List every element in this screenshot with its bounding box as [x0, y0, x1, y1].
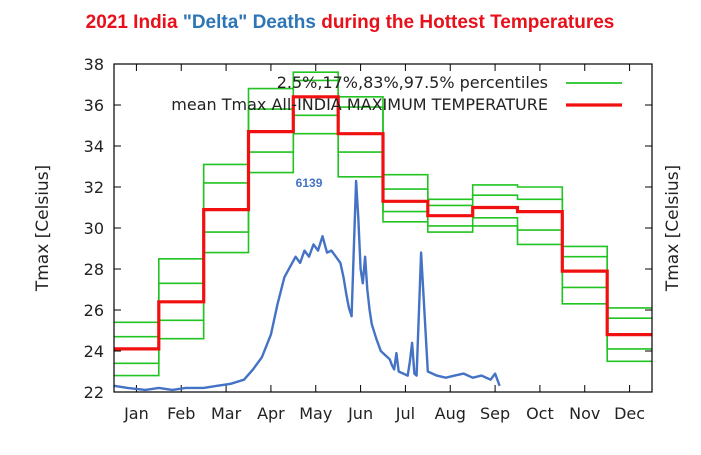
x-tick-label: Jul — [395, 404, 415, 423]
x-tick-label: Mar — [211, 404, 242, 423]
x-tick-label: Sep — [480, 404, 510, 423]
y-axis-label-left: Tmax [Celsius] — [33, 165, 53, 292]
y-tick-label: 36 — [84, 96, 104, 115]
x-tick-label: Oct — [526, 404, 554, 423]
y-tick-label: 22 — [84, 383, 104, 402]
legend-label-1: mean Tmax All-INDIA MAXIMUM TEMPERATURE — [171, 95, 548, 114]
chart-title-part-1: "Delta" Deaths — [183, 12, 316, 33]
x-tick-label: Jun — [347, 404, 373, 423]
plot-frame — [113, 63, 653, 393]
y-tick-label: 30 — [84, 219, 104, 238]
deaths-line — [113, 179, 501, 392]
y-tick-label: 32 — [84, 178, 104, 197]
chart-title-part-2: during the Hottest Temperatures — [316, 12, 614, 33]
y-tick-label: 38 — [84, 55, 104, 74]
legend-label-0: 2.5%,17%,83%,97.5% percentiles — [277, 73, 548, 92]
y-tick-label: 28 — [84, 260, 104, 279]
x-tick-label: Feb — [167, 404, 195, 423]
x-tick-label: Dec — [614, 404, 645, 423]
x-tick-label: Apr — [257, 404, 285, 423]
chart-title: 2021 India "Delta" Deaths during the Hot… — [86, 12, 615, 33]
x-tick-label: Nov — [569, 404, 600, 423]
x-tick-label: Aug — [435, 404, 466, 423]
y-tick-label: 34 — [84, 137, 104, 156]
y-tick-label: 26 — [84, 301, 104, 320]
chart-title-part-0: 2021 India — [86, 12, 183, 33]
x-tick-label: May — [299, 404, 332, 423]
y-axis-label-right: Tmax [Celsius] — [663, 165, 683, 292]
deaths-peak-label: 6139 — [296, 176, 323, 190]
mean-tmax-step-line — [114, 95, 652, 351]
y-tick-label: 24 — [84, 342, 104, 361]
x-tick-label: Jan — [123, 404, 149, 423]
